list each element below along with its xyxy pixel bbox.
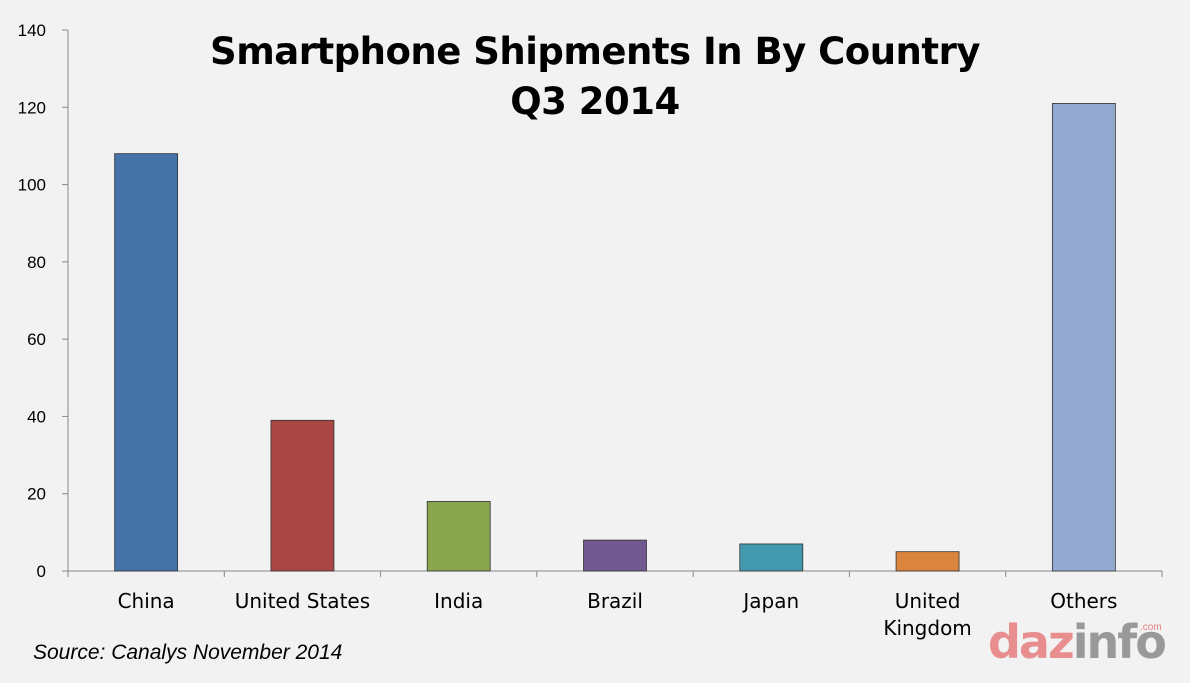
x-tick-label: United Kingdom bbox=[883, 589, 971, 640]
x-tick-label: China bbox=[118, 589, 175, 613]
y-tick-label: 60 bbox=[27, 330, 46, 349]
y-tick-label: 80 bbox=[27, 253, 46, 272]
logo-part-b: info bbox=[1072, 615, 1167, 669]
y-axis: 0 20 40 60 80 100 120 140 bbox=[18, 21, 69, 581]
bar bbox=[114, 153, 179, 572]
bar bbox=[426, 501, 491, 572]
bar bbox=[1051, 103, 1116, 572]
y-tick-label: 100 bbox=[18, 176, 46, 195]
logo-suffix: .com bbox=[1140, 622, 1162, 633]
bar bbox=[583, 539, 647, 572]
y-tick-label: 120 bbox=[18, 98, 46, 117]
y-tick-label: 140 bbox=[18, 21, 46, 40]
source-note: Source: Canalys November 2014 bbox=[33, 641, 343, 664]
x-tick-label: Brazil bbox=[587, 589, 643, 613]
x-tick-label: Japan bbox=[741, 589, 799, 613]
bar bbox=[270, 419, 335, 572]
logo-part-a: daz bbox=[988, 615, 1075, 669]
chart-title: Smartphone Shipments In By Country bbox=[210, 30, 980, 73]
x-tick-label: United States bbox=[235, 589, 370, 613]
y-tick-label: 40 bbox=[27, 407, 46, 426]
bar bbox=[895, 551, 960, 572]
y-tick-label: 0 bbox=[37, 562, 46, 581]
bar bbox=[739, 543, 804, 572]
bars bbox=[114, 103, 1116, 572]
y-tick-label: 20 bbox=[27, 485, 46, 504]
x-tick-label: Others bbox=[1050, 589, 1117, 613]
dazeinfo-logo: dazinfo bbox=[988, 612, 1167, 672]
x-tick-label: India bbox=[434, 589, 483, 613]
chart-subtitle: Q3 2014 bbox=[510, 80, 680, 123]
x-axis: China United States India Brazil Japan United… bbox=[67, 570, 1163, 640]
